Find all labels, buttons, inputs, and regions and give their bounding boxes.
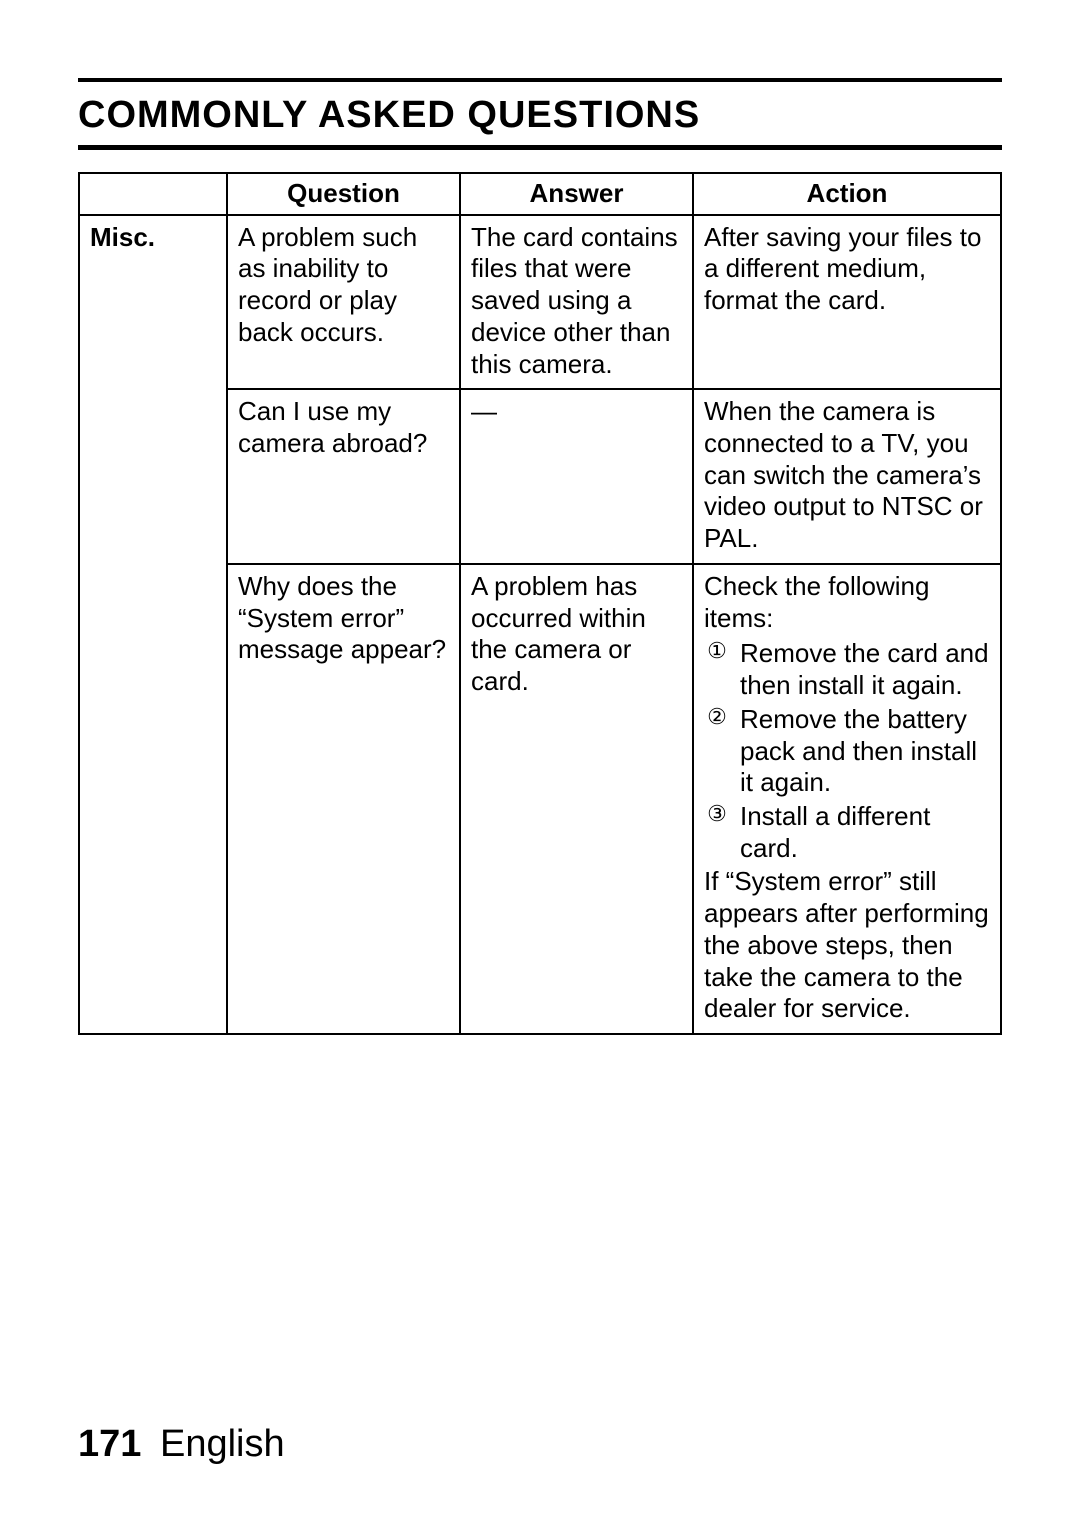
answer-cell: The card contains files that were saved … [460, 215, 693, 390]
page-title: COMMONLY ASKED QUESTIONS [78, 94, 1002, 137]
page-number: 171 [78, 1423, 141, 1465]
header-answer: Answer [460, 173, 693, 215]
step-item: ③ Install a different card. [704, 801, 990, 864]
page: COMMONLY ASKED QUESTIONS Question Answer… [0, 0, 1080, 1526]
header-question: Question [227, 173, 460, 215]
action-cell: Check the following items: ① Remove the … [693, 564, 1001, 1034]
page-language: English [160, 1423, 285, 1465]
header-blank [79, 173, 227, 215]
step-item: ① Remove the card and then install it ag… [704, 638, 990, 701]
step-text: Remove the battery pack and then install… [740, 704, 990, 799]
step-number-icon: ② [704, 704, 730, 730]
page-footer: 171 English [78, 1423, 285, 1466]
action-intro: Check the following items: [704, 571, 990, 634]
question-cell: Why does the “System error” message appe… [227, 564, 460, 1034]
top-rule [78, 78, 1002, 82]
answer-cell: A problem has occurred within the camera… [460, 564, 693, 1034]
table-row: Misc. A problem such as inability to rec… [79, 215, 1001, 390]
step-text: Remove the card and then install it agai… [740, 638, 990, 701]
step-number-icon: ① [704, 638, 730, 664]
step-text: Install a different card. [740, 801, 990, 864]
table-header-row: Question Answer Action [79, 173, 1001, 215]
action-cell: After saving your files to a different m… [693, 215, 1001, 390]
title-underline [78, 145, 1002, 150]
faq-table: Question Answer Action Misc. A problem s… [78, 172, 1002, 1035]
action-steps: ① Remove the card and then install it ag… [704, 638, 990, 864]
action-cell: When the camera is connected to a TV, yo… [693, 389, 1001, 564]
category-cell: Misc. [79, 215, 227, 1034]
answer-cell: — [460, 389, 693, 564]
question-cell: Can I use my camera abroad? [227, 389, 460, 564]
action-outro: If “System error” still appears after pe… [704, 866, 990, 1025]
header-action: Action [693, 173, 1001, 215]
step-item: ② Remove the battery pack and then insta… [704, 704, 990, 799]
question-cell: A problem such as inability to record or… [227, 215, 460, 390]
step-number-icon: ③ [704, 801, 730, 827]
